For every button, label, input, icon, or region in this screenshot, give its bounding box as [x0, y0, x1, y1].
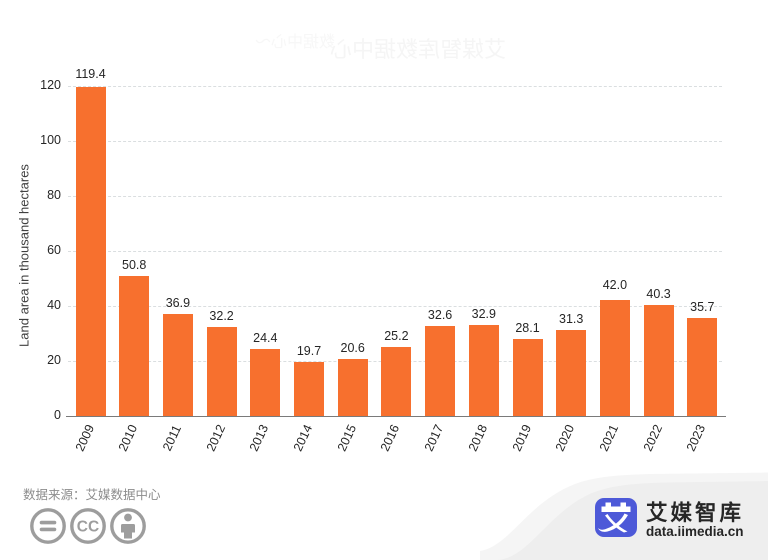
svg-text:CC: CC: [77, 519, 99, 536]
